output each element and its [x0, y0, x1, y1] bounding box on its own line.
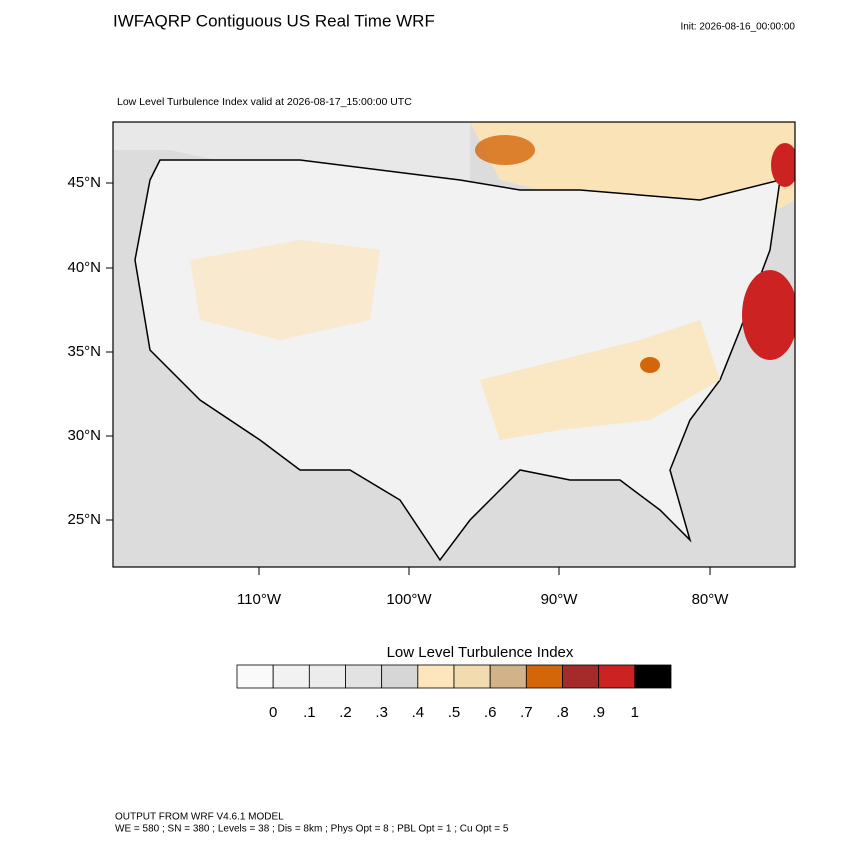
- colorbar-box: [489, 664, 527, 689]
- appalachian-turbulence: [640, 357, 660, 373]
- lon-label: 80°W: [692, 591, 730, 608]
- colorbar-label: .7: [520, 704, 533, 721]
- colorbar-label: .9: [592, 704, 605, 721]
- colorbar-box: [634, 664, 672, 689]
- colorbar-label: .5: [448, 704, 461, 721]
- map-axes: 45°N 40°N 35°N 30°N 25°N 110°W 100°W 90°W 80°W: [67, 174, 729, 608]
- init-time: Init: 2026-08-16_00:00:00: [680, 22, 795, 33]
- colorbar-box: [598, 664, 636, 689]
- lon-label: 110°W: [237, 591, 282, 608]
- colorbar-title: Low Level Turbulence Index: [387, 644, 574, 661]
- colorbar-label: .6: [484, 704, 497, 721]
- west-area: [190, 240, 380, 340]
- colorbar-box: [525, 664, 563, 689]
- colorbar-box: [308, 664, 346, 689]
- canada-turbulence: [475, 135, 535, 165]
- colorbar-label: .1: [303, 704, 316, 721]
- colorbar-box: [236, 664, 274, 689]
- lon-label: 100°W: [386, 591, 432, 608]
- colorbar-label: 0: [269, 704, 277, 721]
- colorbar-box: [381, 664, 419, 689]
- map-subtitle: Low Level Turbulence Index valid at 2026…: [117, 96, 412, 108]
- colorbar-box: [272, 664, 310, 689]
- maine-turbulence: [771, 143, 795, 187]
- lat-label: 45°N: [67, 174, 101, 191]
- lat-label: 25°N: [67, 511, 101, 528]
- colorbar-box: [453, 664, 491, 689]
- colorbar-label: .8: [556, 704, 569, 721]
- colorbar-label: .3: [375, 704, 388, 721]
- lon-label: 90°W: [541, 591, 579, 608]
- colorbar-label: 1: [631, 704, 639, 721]
- lat-label: 30°N: [67, 427, 101, 444]
- lat-label: 40°N: [67, 259, 101, 276]
- lat-label: 35°N: [67, 343, 101, 360]
- colorbar: 0 .1 .2 .3 .4 .5 .6 .7 .8 .9 1: [236, 664, 672, 721]
- footer-line: OUTPUT FROM WRF V4.6.1 MODEL: [115, 812, 284, 823]
- colorbar-box: [417, 664, 455, 689]
- colorbar-box: [562, 664, 600, 689]
- colorbar-label: .2: [339, 704, 352, 721]
- map: [112, 121, 796, 568]
- footer-line: WE = 580 ; SN = 380 ; Levels = 38 ; Dis …: [115, 824, 509, 835]
- colorbar-label: .4: [412, 704, 425, 721]
- ocean-turbulence: [742, 270, 795, 360]
- page-title: IWFAQRP Contiguous US Real Time WRF: [113, 11, 435, 30]
- southeast-area: [480, 320, 720, 440]
- colorbar-box: [345, 664, 383, 689]
- map-frame: [112, 121, 796, 568]
